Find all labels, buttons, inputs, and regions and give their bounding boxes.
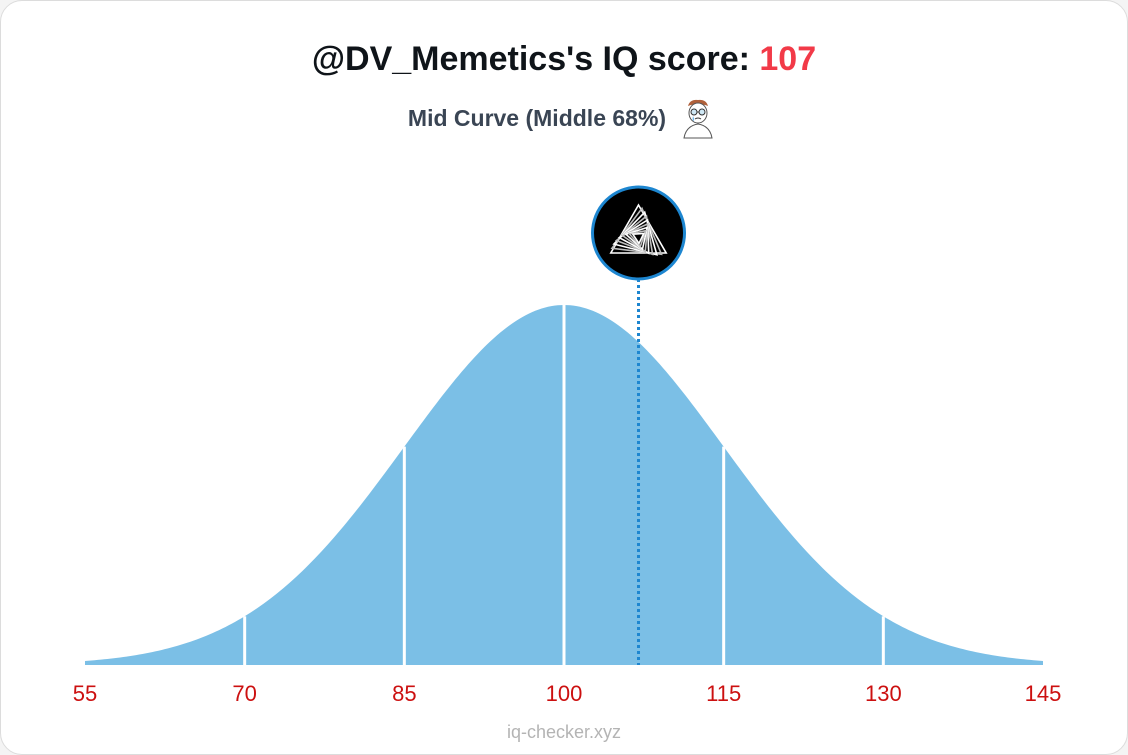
tick-label-145: 145 bbox=[1025, 681, 1062, 706]
triangle-avatar-icon bbox=[591, 185, 687, 281]
site-watermark: iq-checker.xyz bbox=[506, 722, 622, 742]
page-title: @DV_Memetics's IQ score: 107 bbox=[0, 40, 1128, 79]
title-prefix: @DV_Memetics's IQ score: bbox=[311, 40, 760, 78]
section-dividers bbox=[243, 305, 885, 665]
tick-label-55: 55 bbox=[73, 681, 97, 706]
tick-label-100: 100 bbox=[546, 681, 583, 706]
iq-score: 107 bbox=[759, 40, 817, 78]
category-subtitle: Mid Curve (Middle 68%) bbox=[407, 104, 667, 131]
x-axis-ticks: 55 70 85 100 115 130 145 bbox=[73, 681, 1062, 706]
tick-label-115: 115 bbox=[706, 681, 741, 706]
tick-label-130: 130 bbox=[865, 681, 902, 706]
tick-label-85: 85 bbox=[392, 681, 416, 706]
midwit-face-icon bbox=[683, 99, 713, 139]
subtitle-row: Mid Curve (Middle 68%) bbox=[0, 96, 1128, 140]
tick-label-70: 70 bbox=[232, 681, 256, 706]
